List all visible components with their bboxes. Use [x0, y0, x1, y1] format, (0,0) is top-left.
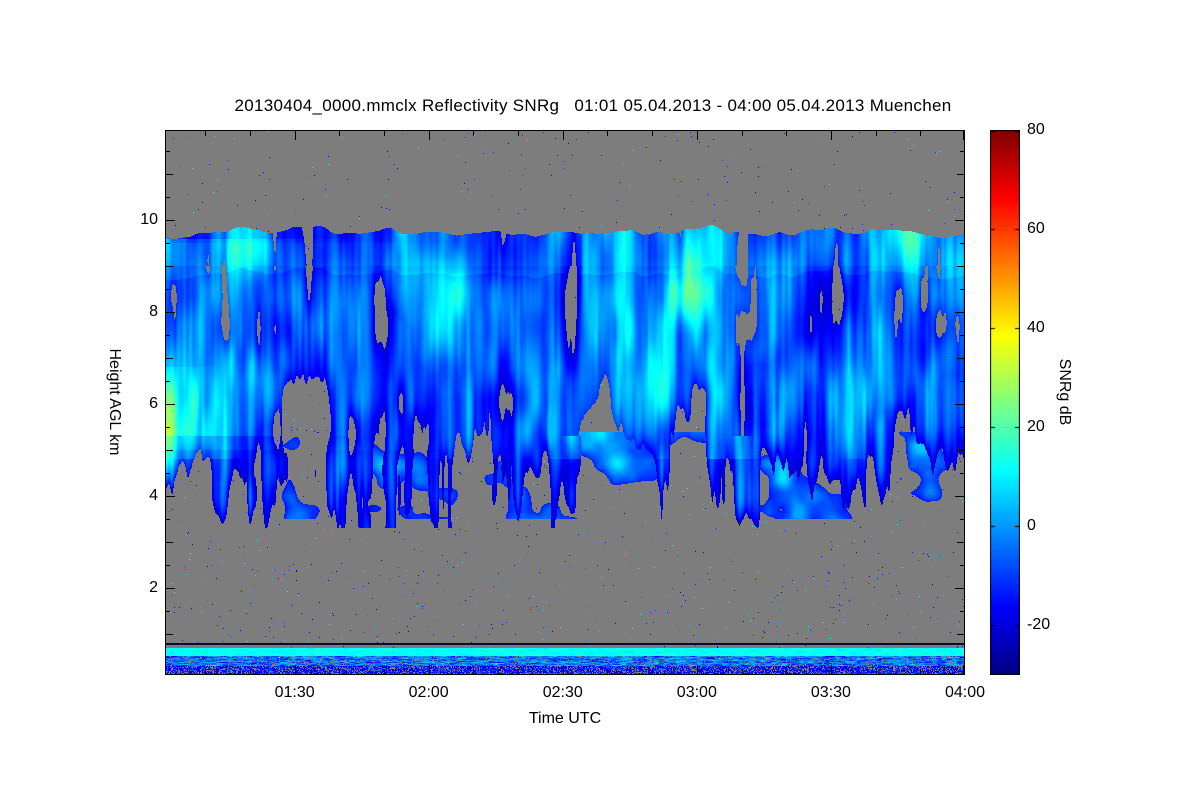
- colorbar-tick-label: 20: [1027, 418, 1045, 436]
- colorbar-tick-label: 60: [1027, 220, 1045, 238]
- y-tick-label: 4: [149, 486, 158, 504]
- colorbar-gradient: [990, 130, 1020, 675]
- x-tick-label: 03:00: [676, 684, 717, 701]
- y-tick-label: 2: [149, 578, 158, 596]
- colorbar-tick-label: 80: [1027, 121, 1045, 138]
- colorbar-tick-label: 0: [1027, 517, 1036, 535]
- colorbar-tick-label: 40: [1027, 319, 1045, 337]
- x-axis-label: Time UTC: [528, 710, 602, 727]
- y-tick-label: 10: [140, 210, 158, 228]
- reflectivity-heatmap: [165, 130, 965, 675]
- chart-title: 20130404_0000.mmclx Reflectivity SNRg 01…: [234, 96, 952, 115]
- x-tick-label: 04:00: [944, 684, 986, 701]
- colorbar-tick-label: -20: [1027, 616, 1051, 634]
- x-tick-label: 01:30: [274, 684, 315, 701]
- colorbar-label: SNRg dB: [1056, 358, 1073, 426]
- x-tick-label: 03:30: [810, 684, 851, 701]
- y-tick-label: 6: [149, 394, 158, 412]
- y-tick-label: 8: [149, 302, 158, 320]
- x-tick-label: 02:30: [542, 684, 583, 701]
- x-tick-label: 02:00: [408, 684, 449, 701]
